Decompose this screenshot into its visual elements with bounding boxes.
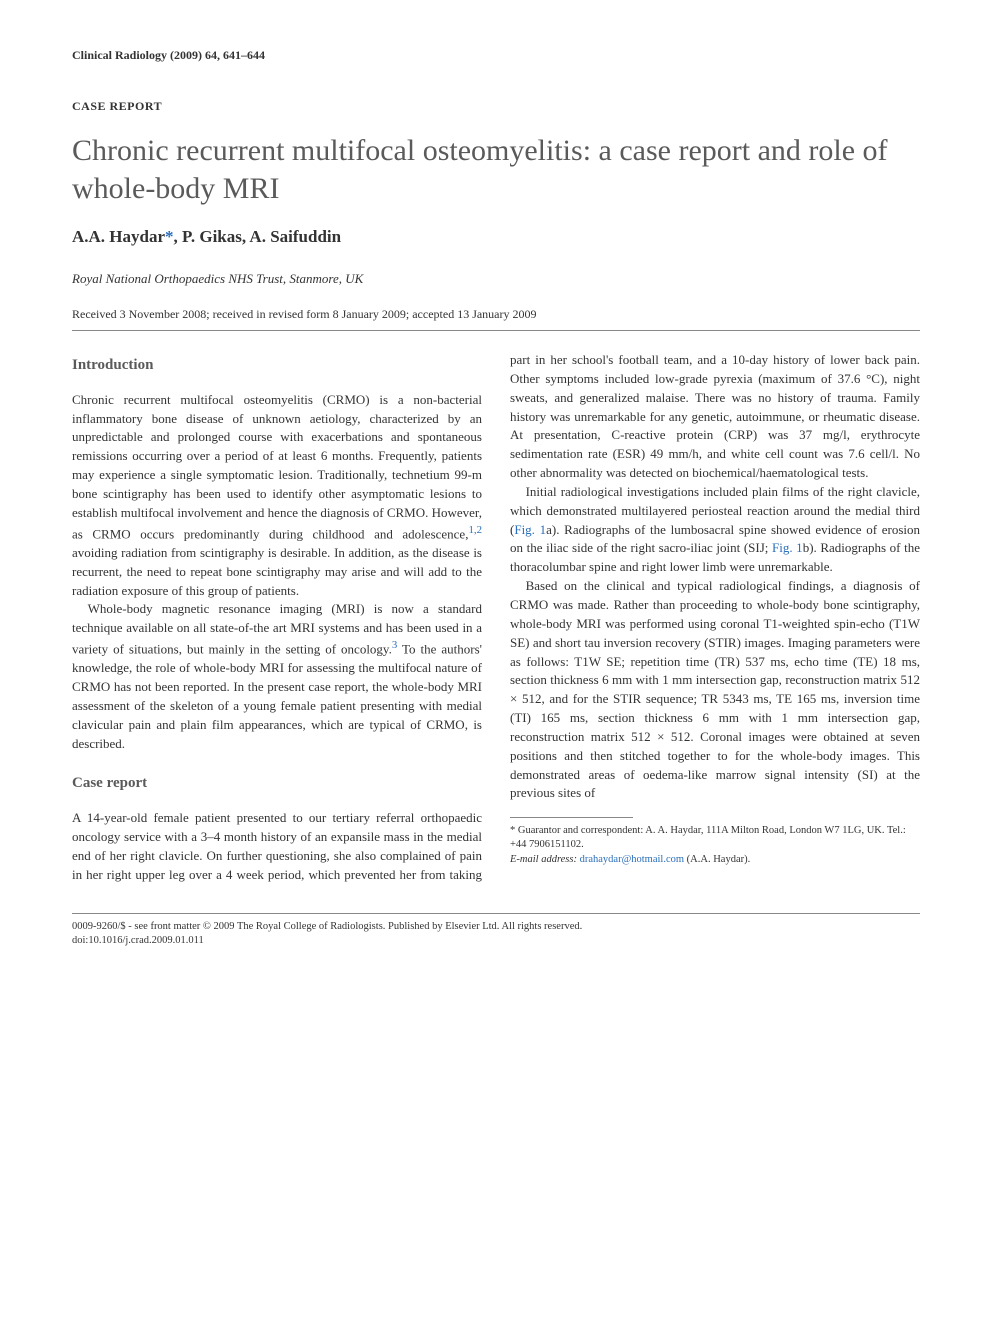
article-title: Chronic recurrent multifocal osteomyelit… bbox=[72, 132, 920, 207]
email-link[interactable]: drahaydar@hotmail.com bbox=[580, 854, 684, 865]
body-text: To the authors' knowledge, the role of w… bbox=[72, 641, 482, 750]
body-text: Based on the clinical and typical radiol… bbox=[510, 578, 920, 800]
footnote-block: * Guarantor and correspondent: A. A. Hay… bbox=[510, 817, 920, 867]
case-paragraph-2: Initial radiological investigations incl… bbox=[510, 483, 920, 577]
figure-link[interactable]: Fig. 1 bbox=[514, 522, 546, 537]
doi-line: doi:10.1016/j.crad.2009.01.011 bbox=[72, 934, 920, 949]
article-dates: Received 3 November 2008; received in re… bbox=[72, 307, 920, 322]
email-label: E-mail address: bbox=[510, 854, 577, 865]
authors-line: A.A. Haydar*, P. Gikas, A. Saifuddin bbox=[72, 227, 920, 247]
section-heading-case-report: Case report bbox=[72, 773, 482, 795]
affiliation: Royal National Orthopaedics NHS Trust, S… bbox=[72, 271, 920, 287]
body-columns: Introduction Chronic recurrent multifoca… bbox=[72, 351, 920, 885]
email-footnote: E-mail address: drahaydar@hotmail.com (A… bbox=[510, 853, 920, 867]
citation-link[interactable]: 1,2 bbox=[468, 524, 482, 536]
case-paragraph-3: Based on the clinical and typical radiol… bbox=[510, 577, 920, 803]
footnote-text: (A.A. Haydar). bbox=[684, 854, 750, 865]
body-text: avoiding radiation from scintigraphy is … bbox=[72, 545, 482, 598]
correspondent-asterisk: * bbox=[165, 227, 174, 246]
copyright-line: 0009-9260/$ - see front matter © 2009 Th… bbox=[72, 920, 920, 935]
body-text: Chronic recurrent multifocal osteomyelit… bbox=[72, 392, 482, 541]
author-name: A.A. Haydar bbox=[72, 227, 165, 246]
footer-rule bbox=[72, 913, 920, 914]
footnote-text: * Guarantor and correspondent: A. A. Hay… bbox=[510, 825, 906, 850]
correspondent-footnote: * Guarantor and correspondent: A. A. Hay… bbox=[510, 824, 920, 852]
intro-paragraph-2: Whole-body magnetic resonance imaging (M… bbox=[72, 600, 482, 753]
footnote-rule bbox=[510, 817, 633, 818]
header-rule bbox=[72, 330, 920, 331]
journal-header: Clinical Radiology (2009) 64, 641–644 bbox=[72, 48, 920, 63]
figure-link[interactable]: Fig. 1 bbox=[772, 540, 803, 555]
article-type-label: CASE REPORT bbox=[72, 99, 920, 114]
intro-paragraph-1: Chronic recurrent multifocal osteomyelit… bbox=[72, 391, 482, 601]
copyright-footer: 0009-9260/$ - see front matter © 2009 Th… bbox=[72, 920, 920, 949]
author-rest: , P. Gikas, A. Saifuddin bbox=[174, 227, 342, 246]
section-heading-introduction: Introduction bbox=[72, 355, 482, 377]
